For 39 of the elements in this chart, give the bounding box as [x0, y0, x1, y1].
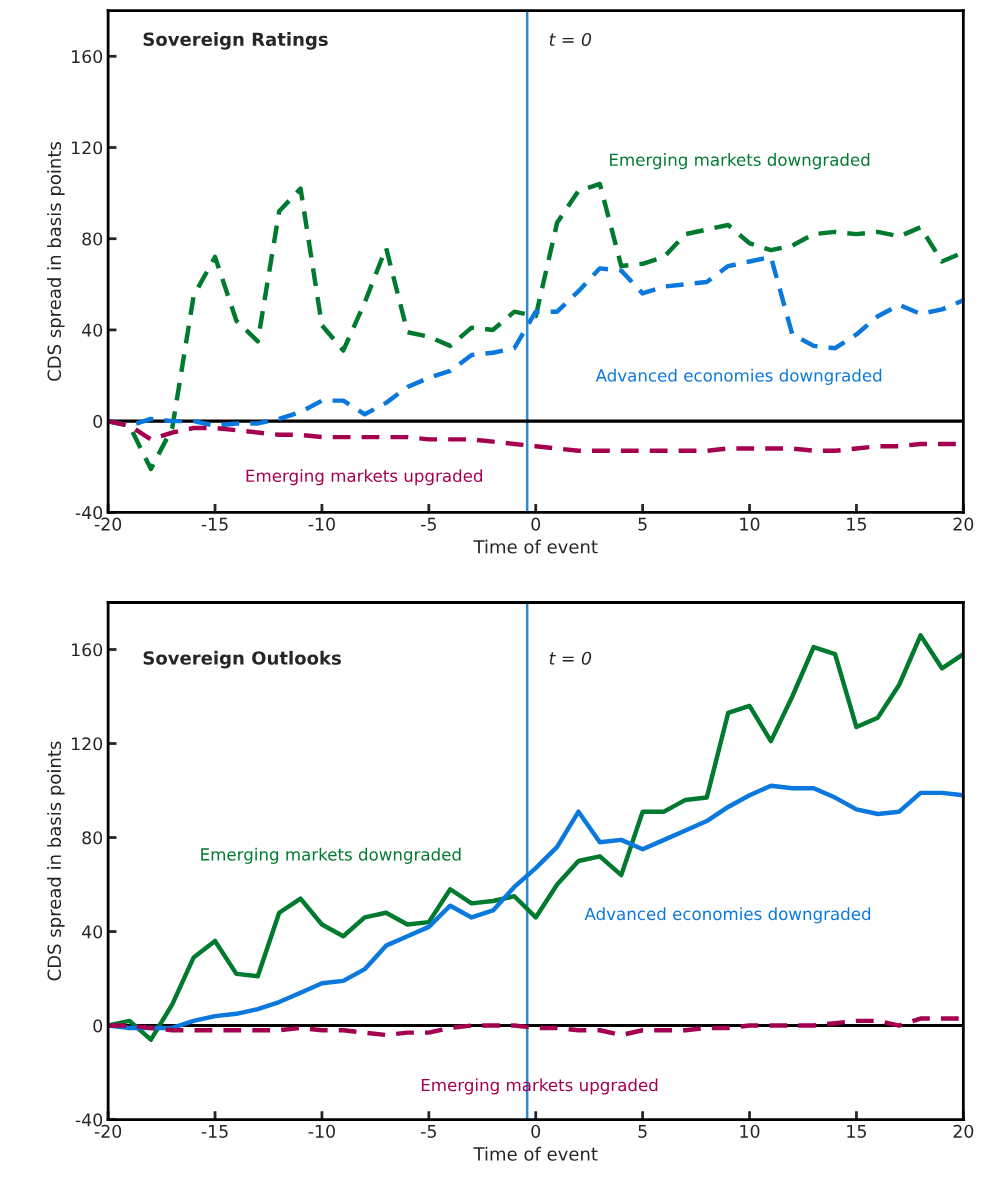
- ref-line-label: t = 0: [549, 651, 592, 665]
- x-tick-label: 10: [740, 1124, 760, 1138]
- text: Advanced economies downgraded: [584, 907, 871, 924]
- y-tick-label: 160: [72, 643, 103, 657]
- y-tick-label: 160: [72, 49, 103, 64]
- y-tick-label: 0: [93, 1019, 103, 1033]
- series-label: Emerging markets upgraded: [246, 469, 482, 486]
- y-tick-label: 80: [82, 831, 103, 845]
- y-axis-title: CDS spread in basis points: [47, 142, 65, 381]
- x-tick-label: -10: [308, 1124, 335, 1138]
- x-tick-label: 0: [531, 1124, 541, 1138]
- text: Sovereign Ratings: [143, 32, 328, 50]
- ref-line-label: t = 0: [549, 32, 592, 47]
- text: Advanced economies downgraded: [595, 368, 882, 385]
- y-tick-label: 40: [82, 323, 103, 337]
- x-tick-label: -15: [201, 1124, 228, 1138]
- x-tick-label: -10: [308, 517, 335, 531]
- series-label: Emerging markets downgraded: [201, 847, 461, 864]
- x-tick-label: -15: [201, 517, 228, 531]
- x-axis-title: Time of event: [473, 539, 598, 554]
- y-tick-label: 80: [82, 232, 103, 246]
- x-tick-label: 10: [740, 517, 760, 531]
- y-tick-label: 120: [72, 141, 103, 155]
- x-tick-label: 0: [531, 517, 541, 531]
- x-tick-label: -5: [421, 1124, 436, 1138]
- x-tick-label: 5: [638, 1124, 647, 1138]
- x-tick-label: 20: [953, 1124, 974, 1138]
- x-axis-title: Time of event: [473, 1146, 598, 1161]
- x-tick-label: 5: [638, 517, 647, 531]
- y-tick-label: 120: [72, 737, 103, 751]
- x-tick-label: 15: [847, 1124, 866, 1138]
- x-tick-label: 15: [847, 517, 866, 531]
- y-tick-label: 40: [82, 925, 103, 939]
- series-label: Emerging markets downgraded: [610, 153, 870, 170]
- x-tick-label: 20: [953, 517, 974, 531]
- text: Sovereign Outlooks: [143, 650, 341, 669]
- y-axis-title: CDS spread in basis points: [47, 741, 65, 981]
- y-tick-label: 0: [93, 414, 103, 428]
- x-tick-label: -5: [421, 517, 436, 531]
